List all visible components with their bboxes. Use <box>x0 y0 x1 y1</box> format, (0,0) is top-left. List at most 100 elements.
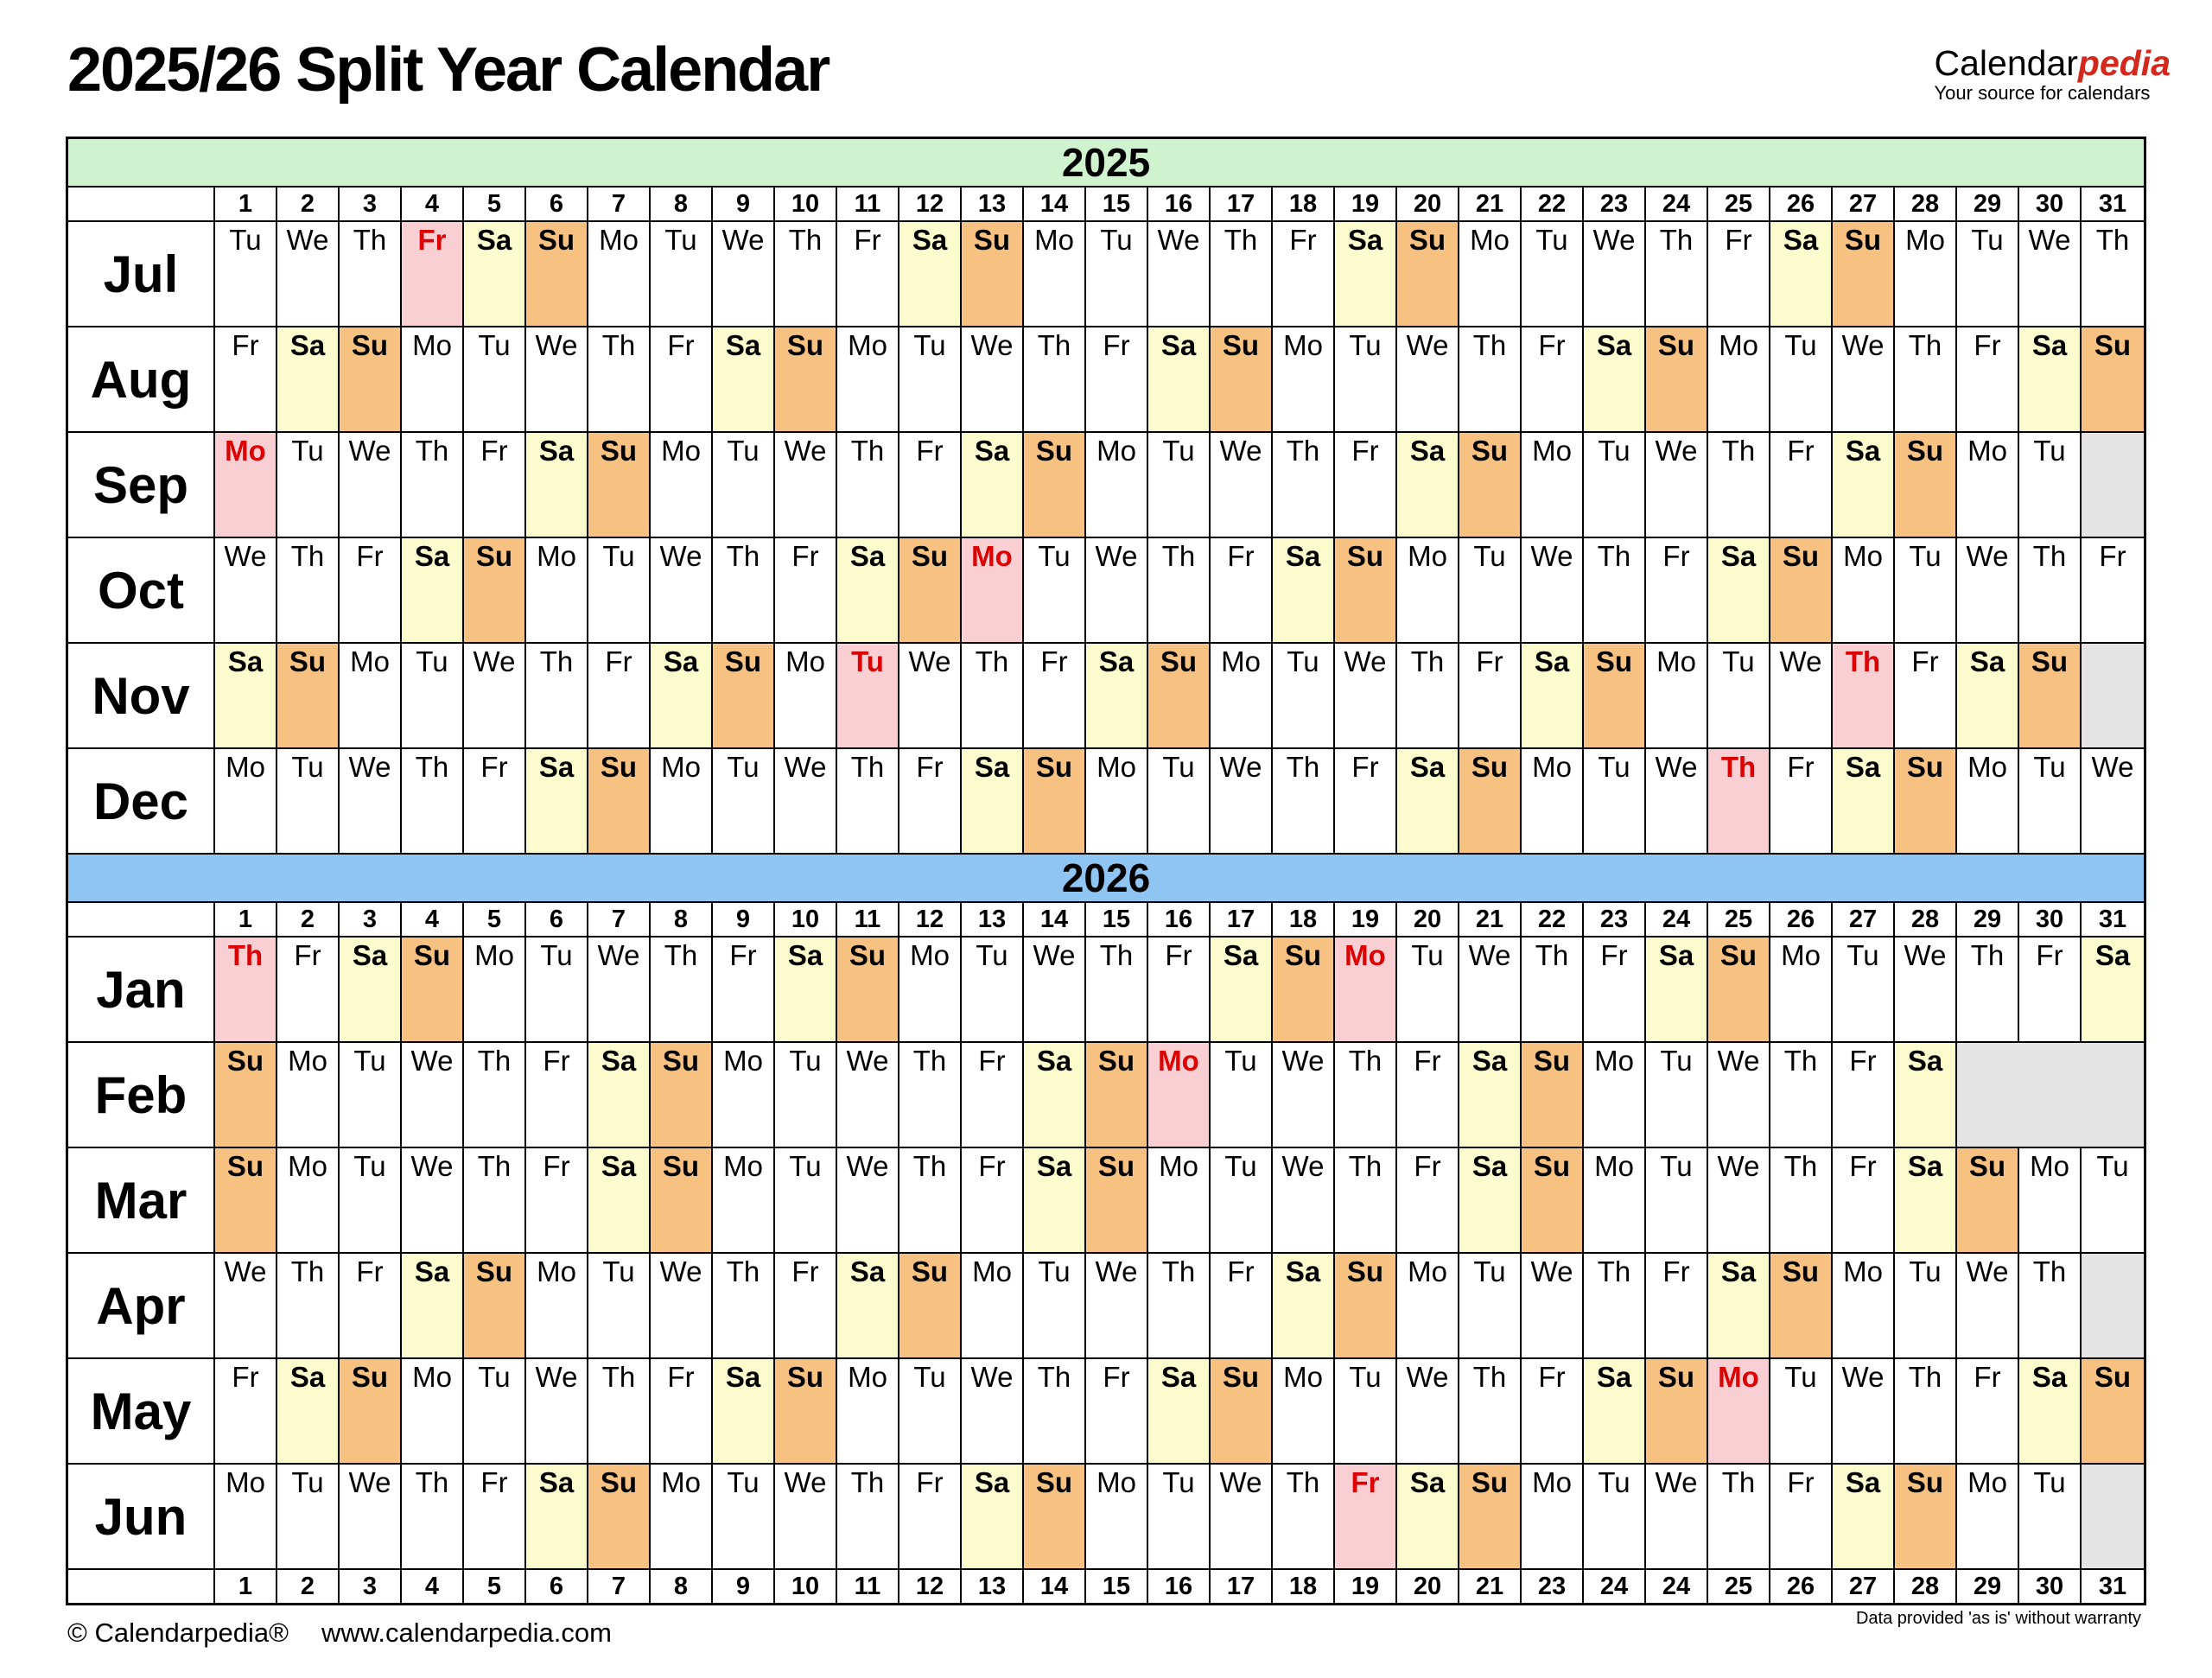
day-cell-dec-16: Tu <box>1148 749 1211 853</box>
day-cell-mar-28: Sa <box>1895 1148 1957 1252</box>
day-number-2: 2 <box>277 188 340 220</box>
logo-wordmark-suffix: pedia <box>2077 43 2171 83</box>
day-cell-feb-27: Fr <box>1833 1043 1895 1147</box>
day-cell-apr-7: Tu <box>588 1254 651 1357</box>
day-cell-feb-15: Su <box>1086 1043 1148 1147</box>
day-cell-oct-8: We <box>651 538 713 642</box>
day-cell-jan-29: Th <box>1957 938 2019 1041</box>
day-cell-dec-17: We <box>1211 749 1273 853</box>
day-cell-jul-7: Mo <box>588 222 651 326</box>
day-cell-sep-25: Th <box>1708 433 1770 537</box>
day-number-23: 23 <box>1584 188 1646 220</box>
day-cell-sep-10: We <box>775 433 837 537</box>
day-cell-may-14: Th <box>1024 1359 1086 1463</box>
calendarpedia-logo[interactable]: Calendarpedia Your source for calendars <box>1935 43 2171 103</box>
day-cell-nov-17: Mo <box>1211 644 1273 747</box>
day-number-16: 16 <box>1148 903 1211 936</box>
month-row-jul: Jul Tu We Th Fr Sa Su Mo Tu We Th Fr Sa Su Mo Tu We Th Fr S… <box>68 222 2144 327</box>
day-cell-aug-2: Sa <box>277 327 340 431</box>
day-cell-feb-12: Th <box>899 1043 962 1147</box>
day-cell-oct-26: Su <box>1770 538 1833 642</box>
page-title: 2025/26 Split Year Calendar <box>67 35 830 105</box>
day-cell-jul-24: Th <box>1646 222 1708 326</box>
day-cell-jan-18: Su <box>1273 938 1335 1041</box>
day-number-14: 14 <box>1024 903 1086 936</box>
day-number-24: 24 <box>1646 188 1708 220</box>
day-cell-may-18: Mo <box>1273 1359 1335 1463</box>
day-cell-sep-6: Sa <box>526 433 588 537</box>
day-cell-aug-26: Tu <box>1770 327 1833 431</box>
day-cell-feb-6: Fr <box>526 1043 588 1147</box>
day-number-25: 25 <box>1708 188 1770 220</box>
day-cell-apr-10: Fr <box>775 1254 837 1357</box>
day-cell-jun-28: Su <box>1895 1465 1957 1568</box>
day-cell-sep-29: Mo <box>1957 433 2019 537</box>
day-cell-aug-16: Sa <box>1148 327 1211 431</box>
day-cell-may-22: Fr <box>1522 1359 1584 1463</box>
day-cell-jun-30: Tu <box>2019 1465 2082 1568</box>
day-cell-may-9: Sa <box>713 1359 775 1463</box>
month-row-may: May Fr Sa Su Mo Tu We Th Fr Sa Su Mo Tu We Th Fr Sa Su Mo T… <box>68 1359 2144 1465</box>
day-cell-sep-13: Sa <box>962 433 1024 537</box>
day-number-22: 23 <box>1522 1570 1584 1603</box>
day-number-7: 7 <box>588 1570 651 1603</box>
day-cell-jan-30: Fr <box>2019 938 2082 1041</box>
day-cell-jul-22: Tu <box>1522 222 1584 326</box>
day-cell-nov-10: Mo <box>775 644 837 747</box>
month-row-nov: Nov Sa Su Mo Tu We Th Fr Sa Su Mo Tu We Th Fr Sa Su Mo Tu W… <box>68 644 2144 749</box>
day-cell-feb-20: Fr <box>1397 1043 1459 1147</box>
day-cell-mar-6: Fr <box>526 1148 588 1252</box>
day-cell-jan-16: Fr <box>1148 938 1211 1041</box>
day-cell-sep-18: Th <box>1273 433 1335 537</box>
day-number-24: 24 <box>1646 903 1708 936</box>
day-cell-nov-8: Sa <box>651 644 713 747</box>
website-link[interactable]: www.calendarpedia.com <box>321 1618 612 1648</box>
month-row-jun: Jun Mo Tu We Th Fr Sa Su Mo Tu We Th Fr Sa Su Mo Tu We Th F… <box>68 1465 2144 1570</box>
day-cell-may-10: Su <box>775 1359 837 1463</box>
day-cell-jul-16: We <box>1148 222 1211 326</box>
day-cell-apr-30: Th <box>2019 1254 2082 1357</box>
day-number-10: 10 <box>775 903 837 936</box>
day-number-3: 3 <box>340 903 402 936</box>
day-cell-jan-2: Fr <box>277 938 340 1041</box>
day-number-12: 12 <box>899 188 962 220</box>
day-cell-apr-26: Su <box>1770 1254 1833 1357</box>
day-cell-jun-15: Mo <box>1086 1465 1148 1568</box>
day-cell-apr-28: Tu <box>1895 1254 1957 1357</box>
day-cell-mar-14: Sa <box>1024 1148 1086 1252</box>
day-cell-apr-23: Th <box>1584 1254 1646 1357</box>
day-number-18: 18 <box>1273 1570 1335 1603</box>
day-number-31: 31 <box>2098 189 2127 218</box>
day-cell-nov-20: Th <box>1397 644 1459 747</box>
day-cell-jul-3: Th <box>340 222 402 326</box>
day-cell-may-4: Mo <box>402 1359 464 1463</box>
day-cell-feb-4: We <box>402 1043 464 1147</box>
day-cell-may-31: Su <box>2082 1359 2144 1463</box>
day-cell-jun-17: We <box>1211 1465 1273 1568</box>
day-cell-feb-24: Tu <box>1646 1043 1708 1147</box>
day-cell-oct-9: Th <box>713 538 775 642</box>
day-cell-mar-3: Tu <box>340 1148 402 1252</box>
day-number-28: 28 <box>1895 1570 1957 1603</box>
day-cell-jun-5: Fr <box>464 1465 526 1568</box>
day-cell-apr-22: We <box>1522 1254 1584 1357</box>
day-cell-dec-14: Su <box>1024 749 1086 853</box>
day-cell-aug-3: Su <box>340 327 402 431</box>
day-number-6: 6 <box>526 188 588 220</box>
day-cell-apr-3: Fr <box>340 1254 402 1357</box>
day-cell-apr-8: We <box>651 1254 713 1357</box>
day-cell-oct-18: Sa <box>1273 538 1335 642</box>
day-cell-may-16: Sa <box>1148 1359 1211 1463</box>
day-cell-apr-12: Su <box>899 1254 962 1357</box>
day-cell-aug-11: Mo <box>837 327 899 431</box>
day-cell-jun-25: Th <box>1708 1465 1770 1568</box>
month-label-sep: Sep <box>68 433 215 537</box>
day-number-17: 17 <box>1211 1570 1273 1603</box>
day-cell-may-17: Su <box>1211 1359 1273 1463</box>
day-cell-mar-26: Th <box>1770 1148 1833 1252</box>
day-cell-jun-4: Th <box>402 1465 464 1568</box>
day-cell-jan-1: Th <box>215 938 277 1041</box>
day-number-26: 26 <box>1770 903 1833 936</box>
day-number-26: 26 <box>1770 1570 1833 1603</box>
day-cell-jun-2: Tu <box>277 1465 340 1568</box>
